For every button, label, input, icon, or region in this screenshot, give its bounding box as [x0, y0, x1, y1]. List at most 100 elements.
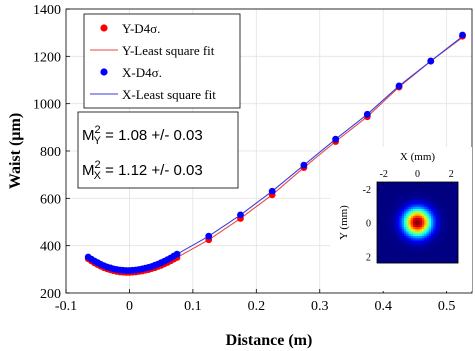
heatmap-cell	[399, 256, 403, 259]
heatmap-cell	[379, 211, 382, 214]
heatmap-cell	[419, 209, 423, 212]
heatmap-cell	[415, 251, 418, 255]
heatmap-cell	[413, 229, 416, 232]
heatmap-cell	[386, 245, 389, 248]
heatmap-cell	[408, 227, 412, 230]
heatmap-cell	[415, 238, 418, 241]
heatmap-cell	[406, 231, 409, 235]
heatmap-cell	[406, 233, 409, 237]
heatmap-cell	[440, 242, 443, 246]
heatmap-cell	[381, 260, 385, 264]
heatmap-cell	[399, 236, 403, 239]
heatmap-cell	[451, 182, 454, 185]
heatmap-cell	[451, 215, 454, 219]
data-point	[300, 161, 308, 169]
heatmap-cell	[455, 258, 459, 262]
heatmap-cell	[431, 258, 434, 262]
heatmap-cell	[444, 211, 448, 214]
heatmap-cell	[428, 197, 432, 201]
heatmap-cell	[415, 227, 418, 230]
heatmap-cell	[383, 193, 387, 196]
heatmap-cell	[408, 247, 412, 250]
heatmap-cell	[386, 229, 389, 232]
heatmap-cell	[383, 222, 387, 226]
heatmap-cell	[424, 233, 427, 237]
heatmap-cell	[435, 188, 439, 192]
heatmap-cell	[399, 245, 403, 248]
heatmap-cell	[417, 258, 421, 262]
heatmap-cell	[442, 202, 445, 205]
legend-label: X-Least square fit	[122, 87, 216, 102]
legend-box	[83, 13, 241, 109]
heatmap-cell	[383, 184, 387, 187]
heatmap-cell	[415, 249, 418, 253]
heatmap-cell	[383, 231, 387, 235]
heatmap-cell	[444, 193, 448, 196]
heatmap-cell	[437, 222, 441, 226]
heatmap-cell	[390, 209, 394, 212]
heatmap-cell	[422, 231, 425, 235]
heatmap-cell	[440, 200, 443, 203]
heatmap-cell	[426, 186, 430, 190]
heatmap-cell	[386, 260, 389, 264]
heatmap-cell	[401, 229, 405, 232]
heatmap-cell	[433, 186, 436, 190]
heatmap-cell	[413, 202, 416, 205]
heatmap-cell	[388, 195, 391, 199]
heatmap-cell	[422, 191, 425, 194]
heatmap-cell	[410, 218, 414, 221]
legend-label: X-D4σ.	[122, 65, 162, 80]
heatmap-cell	[417, 222, 421, 226]
heatmap-cell	[431, 247, 434, 250]
heatmap-cell	[390, 233, 394, 237]
heatmap-cell	[404, 249, 407, 253]
heatmap-cell	[410, 233, 414, 237]
heatmap-cell	[388, 242, 391, 246]
heatmap-cell	[381, 233, 385, 237]
heatmap-cell	[449, 229, 452, 232]
heatmap-cell	[426, 193, 430, 196]
heatmap-cell	[404, 211, 407, 214]
heatmap-cell	[449, 254, 452, 257]
heatmap-cell	[401, 209, 405, 212]
heatmap-cell	[428, 213, 432, 217]
heatmap-cell	[437, 245, 441, 248]
heatmap-cell	[451, 186, 454, 190]
heatmap-cell	[395, 256, 398, 259]
heatmap-cell	[406, 211, 409, 214]
heatmap-cell	[408, 188, 412, 192]
heatmap-cell	[406, 209, 409, 212]
heatmap-cell	[417, 254, 421, 257]
heatmap-cell	[435, 224, 439, 228]
heatmap-cell	[426, 220, 430, 223]
heatmap-cell	[446, 229, 450, 232]
heatmap-cell	[383, 213, 387, 217]
heatmap-cell	[435, 260, 439, 264]
heatmap-cell	[424, 193, 427, 196]
heatmap-cell	[408, 184, 412, 187]
heatmap-cell	[406, 188, 409, 192]
heatmap-cell	[406, 256, 409, 259]
heatmap-cell	[422, 209, 425, 212]
heatmap-cell	[397, 260, 400, 264]
heatmap-cell	[426, 202, 430, 205]
heatmap-cell	[417, 202, 421, 205]
heatmap-cell	[413, 251, 416, 255]
heatmap-cell	[410, 240, 414, 244]
inset-x-tick-label: 2	[449, 169, 454, 180]
heatmap-cell	[404, 222, 407, 226]
heatmap-cell	[408, 256, 412, 259]
heatmap-cell	[404, 186, 407, 190]
heatmap-cell	[392, 204, 396, 208]
heatmap-cell	[413, 218, 416, 221]
heatmap-cell	[388, 206, 391, 210]
heatmap-cell	[449, 258, 452, 262]
heatmap-cell	[377, 193, 380, 196]
heatmap-cell	[417, 229, 421, 232]
heatmap-cell	[428, 188, 432, 192]
heatmap-cell	[453, 188, 457, 192]
heatmap-cell	[446, 202, 450, 205]
heatmap-cell	[424, 254, 427, 257]
heatmap-cell	[424, 218, 427, 221]
heatmap-cell	[440, 251, 443, 255]
